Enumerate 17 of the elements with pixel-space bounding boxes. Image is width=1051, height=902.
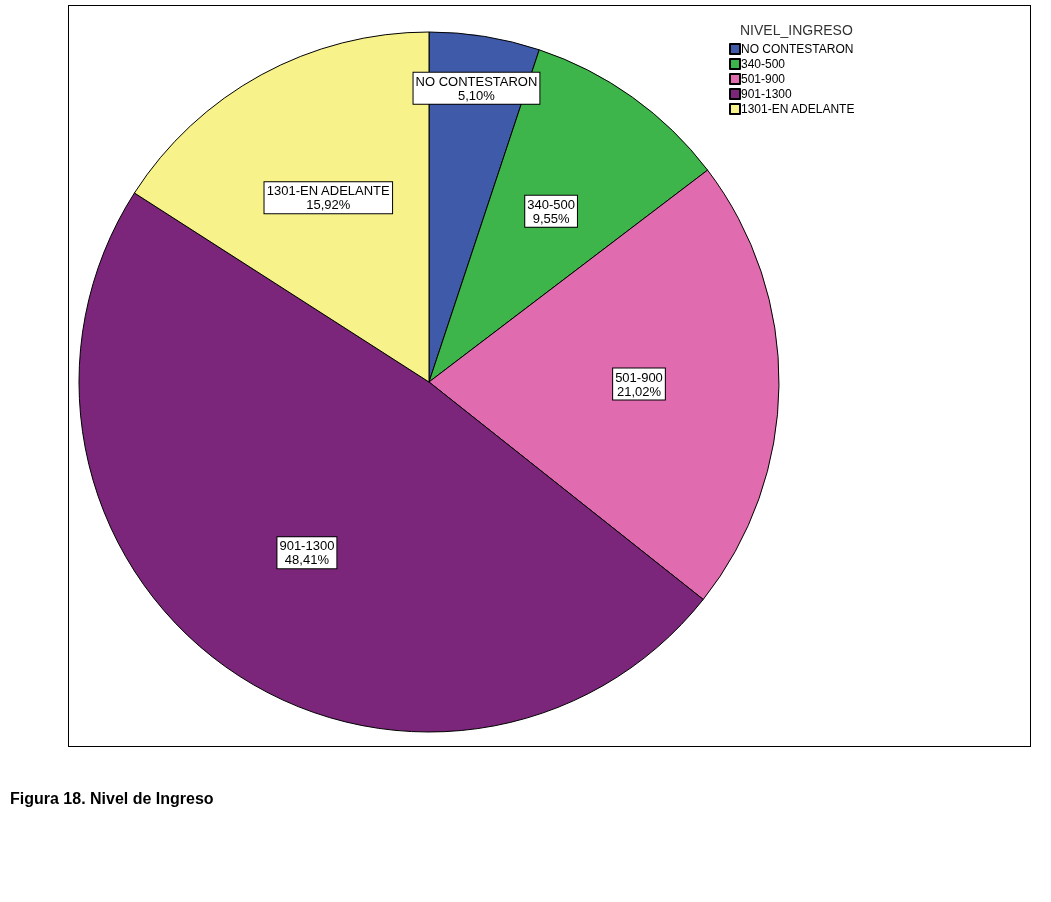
slice-label: 1301-EN ADELANTE: [266, 183, 391, 199]
data-label: 15,92%: [306, 197, 351, 213]
legend-label: 501-900: [741, 72, 786, 86]
slice-label: 901-1300: [279, 538, 335, 554]
slice-label: 501-900: [615, 369, 663, 385]
legend-label: 1301-EN ADELANTE: [741, 102, 855, 116]
slice-label: 340-500: [527, 196, 575, 212]
slice-label: NO CONTESTARON: [415, 73, 538, 89]
data-label: 5,10%: [458, 87, 496, 103]
data-label: 48,41%: [284, 552, 330, 568]
text: Figura 18. Nivel de Ingreso: [10, 790, 214, 808]
data-label: 9,55%: [532, 210, 570, 226]
data-label: 21,02%: [616, 383, 662, 399]
legend-label: 901-1300: [741, 87, 793, 101]
legend-title: NIVEL_INGRESO: [740, 22, 853, 38]
legend-label: NO CONTESTARON: [741, 42, 854, 56]
legend-label: 340-500: [741, 57, 786, 71]
